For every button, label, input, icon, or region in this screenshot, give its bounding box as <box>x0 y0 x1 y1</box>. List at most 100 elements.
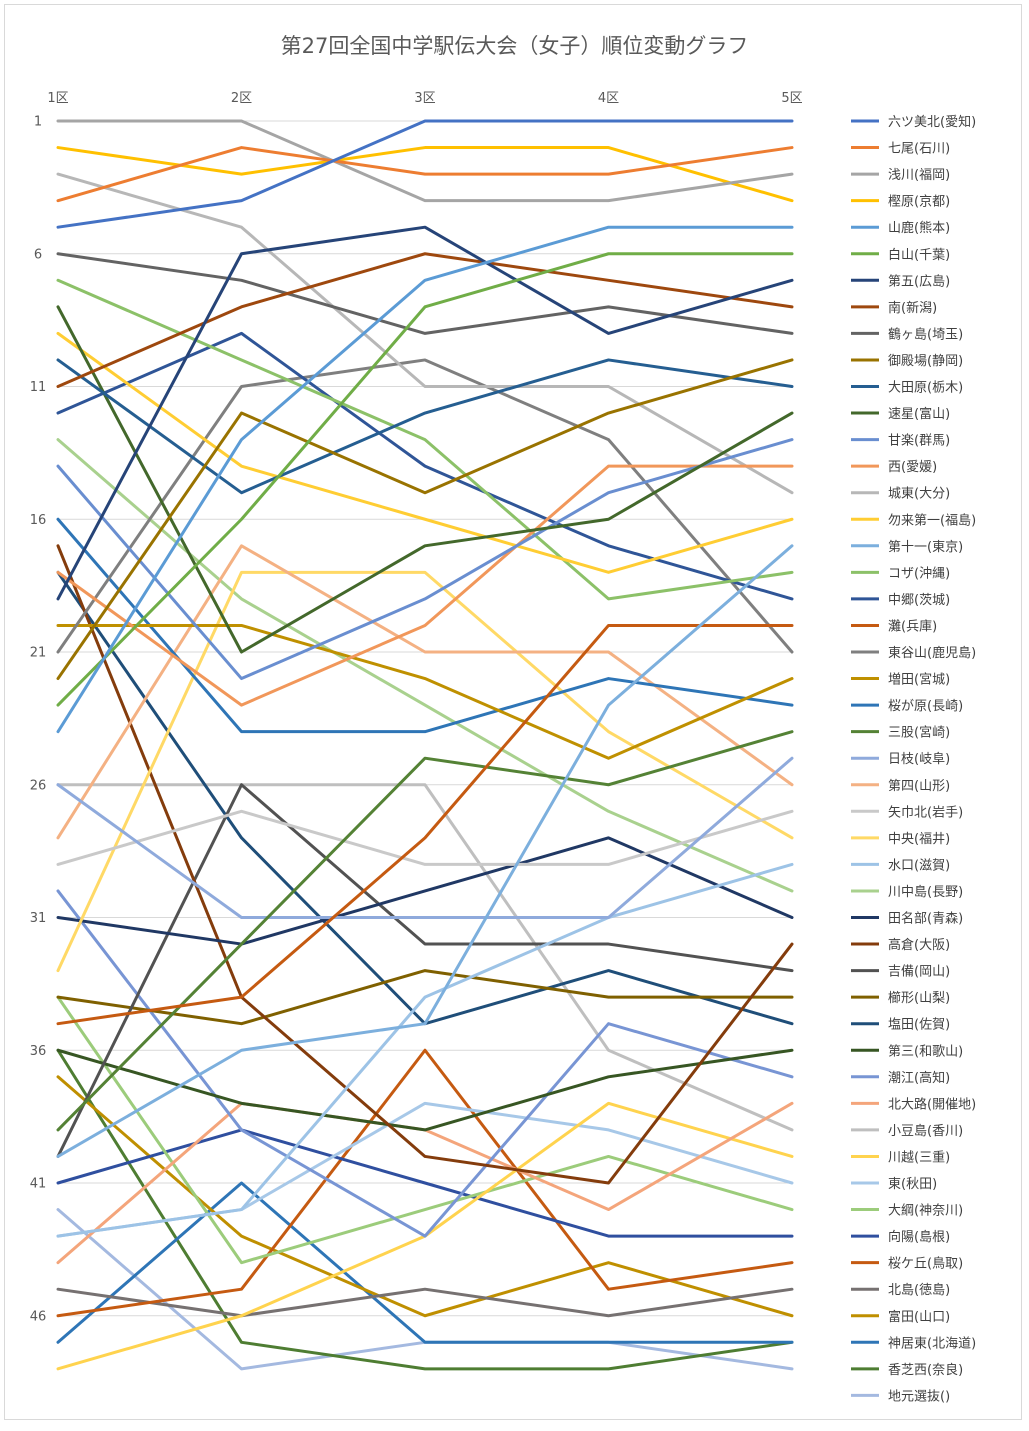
legend-label: 城東(大分) <box>888 486 950 502</box>
y-axis-tick-label: 21 <box>30 646 47 661</box>
series-line <box>56 358 794 654</box>
series-line <box>56 570 794 973</box>
legend-label: 勿来第一(福島) <box>888 513 976 528</box>
series-line <box>56 252 794 335</box>
legend-label: 日枝(岐阜) <box>888 751 950 767</box>
legend-label: 中央(福井) <box>888 832 950 847</box>
legend-label: 大田原(栃木) <box>888 381 963 396</box>
series-line <box>56 1048 794 1132</box>
series-line <box>56 756 794 919</box>
y-axis-tick-label: 6 <box>34 247 42 262</box>
legend-label: 向陽(島根) <box>888 1229 950 1245</box>
series-line <box>56 358 794 495</box>
x-axis-tick-label: 1区 <box>47 91 68 106</box>
legend-label: 吉備(岡山) <box>888 964 950 980</box>
legend-label: 東(秋田) <box>888 1176 937 1192</box>
series-line <box>56 358 794 681</box>
legend-label: 北大路(開催地) <box>888 1096 976 1112</box>
legend-label: 第五(広島) <box>888 274 950 289</box>
legend-label: 地元選抜() <box>888 1388 950 1404</box>
series-line <box>56 809 794 866</box>
series-line <box>56 623 794 1026</box>
legend-label: 第四(山形) <box>888 779 950 794</box>
y-axis-tick-label: 41 <box>30 1177 47 1192</box>
legend-label: 神居東(北海道) <box>888 1335 976 1351</box>
legend-label: 樫原(京都) <box>888 195 950 210</box>
series-line <box>56 1128 794 1238</box>
legend-label: 塩田(佐賀) <box>888 1018 950 1033</box>
legend-label: コザ(沖縄) <box>888 566 950 581</box>
y-axis-tick-label: 1 <box>34 115 42 130</box>
legend-label: 御殿場(静岡) <box>888 354 963 369</box>
x-axis-tick-label: 5区 <box>781 91 802 106</box>
series-line <box>56 783 794 1132</box>
series-line <box>56 119 794 229</box>
series-line <box>56 623 794 760</box>
legend-label: 白山(千葉) <box>888 247 950 263</box>
legend-label: 三股(宮崎) <box>888 725 950 741</box>
series-line <box>56 119 794 203</box>
legend-label: 富田(山口) <box>888 1309 950 1325</box>
legend-label: 東谷山(鹿児島) <box>888 645 976 661</box>
legend-label: 七尾(石川) <box>888 142 950 157</box>
legend-label: 小豆島(香川) <box>888 1124 963 1139</box>
x-axis-tick-label: 3区 <box>414 91 435 106</box>
legend-label: 大綱(神奈川) <box>888 1204 963 1219</box>
legend-label: 香芝西(奈良) <box>888 1362 963 1378</box>
series-line <box>56 889 794 1238</box>
legend-label: 速星(富山) <box>888 406 950 422</box>
legend-label: 鶴ヶ島(埼玉) <box>888 326 963 342</box>
series-line <box>56 544 794 840</box>
y-axis-tick-label: 11 <box>30 380 47 395</box>
legend-label: 潮江(高知) <box>888 1070 950 1086</box>
series-line <box>56 225 794 601</box>
legend-label: 甘楽(群馬) <box>888 433 950 449</box>
legend-label: 田名部(青森) <box>888 911 963 927</box>
y-axis-tick-label: 26 <box>30 778 47 793</box>
legend-label: 第三(和歌山) <box>888 1044 963 1059</box>
legend-label: 六ツ美北(愛知) <box>888 114 976 130</box>
series-line <box>56 862 794 1238</box>
legend-label: 中郷(茨城) <box>888 593 950 608</box>
series-line <box>56 331 794 601</box>
series-line <box>56 969 794 1026</box>
y-axis-tick-label: 46 <box>30 1309 47 1324</box>
legend-label: 高倉(大阪) <box>888 937 950 953</box>
series-line <box>56 544 794 1185</box>
series-line <box>56 438 794 681</box>
y-axis-tick-label: 16 <box>30 513 47 528</box>
series-line <box>56 464 794 707</box>
series-line <box>56 252 794 388</box>
series-line <box>56 1287 794 1318</box>
legend-label: 桜ケ丘(鳥取) <box>888 1257 963 1272</box>
legend-label: 水口(滋賀) <box>888 858 950 873</box>
legend-label: 矢巾北(岩手) <box>888 805 963 820</box>
series-line <box>56 544 794 1158</box>
x-axis-tick-label: 2区 <box>231 91 252 106</box>
legend-label: 第十一(東京) <box>888 539 963 555</box>
legend-label: 川越(三重) <box>888 1149 950 1165</box>
legend-label: 灘(兵庫) <box>888 619 937 634</box>
series-line <box>56 1181 794 1344</box>
chart-title: 第27回全国中学駅伝大会（女子）順位変動グラフ <box>280 34 749 58</box>
legend-label: 浅川(福岡) <box>888 168 950 183</box>
legend-label: 川中島(長野) <box>888 885 963 900</box>
series-line <box>56 331 794 574</box>
y-axis-tick-label: 31 <box>30 911 47 926</box>
legend-label: 櫛形(山梨) <box>888 991 950 1006</box>
series-line <box>56 146 794 203</box>
series-line <box>56 225 794 734</box>
series-line <box>56 438 794 893</box>
series-line <box>56 252 794 707</box>
legend-label: 南(新潟) <box>888 300 937 316</box>
series-line <box>56 783 794 1158</box>
series-line <box>56 1048 794 1318</box>
legend-label: 桜が原(長崎) <box>888 699 963 714</box>
legend-label: 西(愛媛) <box>888 460 937 475</box>
legend-label: 山鹿(熊本) <box>888 220 950 236</box>
x-axis-tick-label: 4区 <box>598 91 619 106</box>
legend-label: 増田(宮城) <box>888 672 950 688</box>
chart-frame <box>4 4 1022 1420</box>
legend-label: 北島(徳島) <box>888 1283 950 1298</box>
